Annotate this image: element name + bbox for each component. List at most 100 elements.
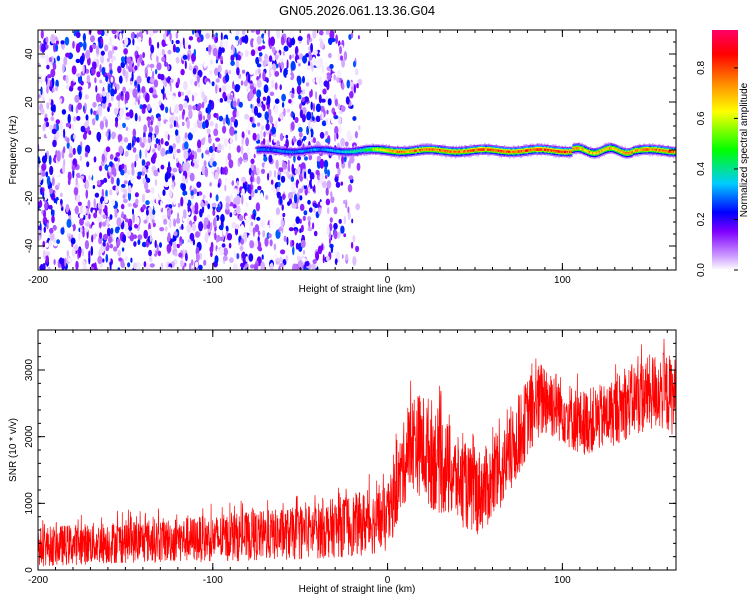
heatmap-cell bbox=[537, 149, 539, 151]
heatmap-cell bbox=[453, 153, 456, 155]
heatmap-cell bbox=[311, 78, 316, 84]
heatmap-cell bbox=[152, 70, 155, 80]
heatmap-cell bbox=[193, 151, 198, 160]
heatmap-cell bbox=[556, 146, 558, 148]
heatmap-cell bbox=[335, 251, 340, 260]
heatmap-cell bbox=[362, 153, 364, 155]
heatmap-cell bbox=[304, 152, 307, 154]
heatmap-cell bbox=[523, 149, 526, 151]
heatmap-cell bbox=[506, 151, 508, 154]
heatmap-cell bbox=[170, 103, 175, 114]
heatmap-cell bbox=[346, 130, 352, 140]
heatmap-cell bbox=[347, 206, 350, 214]
heatmap-cell bbox=[515, 151, 517, 154]
heatmap-cell bbox=[281, 146, 284, 148]
heatmap-cell bbox=[536, 147, 538, 149]
heatmap-cell bbox=[273, 138, 277, 143]
heatmap-cell bbox=[496, 148, 499, 150]
heatmap-cell bbox=[399, 153, 401, 155]
heatmap-cell bbox=[347, 184, 353, 193]
heatmap-cell bbox=[68, 235, 71, 242]
heatmap-cell bbox=[559, 154, 561, 156]
heatmap-cell bbox=[383, 147, 385, 149]
heatmap-cell bbox=[340, 150, 342, 152]
heatmap-cell bbox=[536, 153, 538, 155]
heatmap-cell bbox=[427, 148, 429, 150]
heatmap-cell bbox=[489, 149, 491, 152]
heatmap-cell bbox=[408, 150, 410, 152]
heatmap-cell bbox=[444, 148, 446, 150]
heatmap-cell bbox=[401, 146, 403, 149]
heatmap-cell bbox=[220, 32, 223, 41]
heatmap-cell bbox=[72, 40, 75, 49]
heatmap-cell bbox=[95, 114, 99, 121]
heatmap-cell bbox=[388, 145, 390, 148]
heatmap-cell bbox=[568, 149, 570, 151]
heatmap-cell bbox=[318, 149, 320, 151]
heatmap-cell bbox=[333, 222, 338, 230]
heatmap-cell bbox=[401, 148, 403, 150]
heatmap-cell bbox=[447, 148, 449, 151]
heatmap-cell bbox=[509, 155, 511, 158]
heatmap-cell bbox=[38, 190, 41, 196]
heatmap-cell bbox=[563, 148, 566, 150]
heatmap-cell bbox=[397, 149, 399, 151]
heatmap-cell bbox=[71, 164, 76, 171]
heatmap-cell bbox=[358, 151, 360, 153]
heatmap-cell bbox=[563, 152, 566, 154]
heatmap-cell bbox=[80, 226, 83, 234]
heatmap-cell bbox=[270, 151, 272, 153]
heatmap-cell bbox=[261, 144, 264, 146]
heatmap-cell bbox=[563, 154, 566, 156]
heatmap-cell bbox=[253, 83, 257, 89]
heatmap-cell bbox=[575, 145, 577, 148]
heatmap-cell bbox=[272, 55, 276, 62]
heatmap-cell bbox=[449, 147, 451, 150]
heatmap-cell bbox=[452, 145, 454, 147]
heatmap-cell bbox=[259, 192, 264, 202]
heatmap-cell bbox=[510, 148, 512, 150]
heatmap-cell bbox=[71, 247, 76, 257]
heatmap-cell bbox=[127, 218, 133, 229]
heatmap-cell bbox=[313, 146, 315, 148]
heatmap-cell bbox=[218, 224, 224, 231]
heatmap-cell bbox=[314, 152, 316, 154]
heatmap-cell bbox=[590, 155, 592, 157]
heatmap-cell bbox=[319, 150, 321, 153]
heatmap-cell bbox=[585, 149, 588, 152]
heatmap-cell bbox=[417, 146, 419, 148]
heatmap-cell bbox=[279, 153, 281, 155]
heatmap-cell bbox=[315, 251, 320, 261]
heatmap-cell bbox=[477, 155, 480, 157]
heatmap-cell bbox=[120, 183, 126, 188]
heatmap-cell bbox=[471, 151, 473, 154]
heatmap-cell bbox=[56, 108, 62, 116]
heatmap-cell bbox=[142, 136, 147, 143]
heatmap-cell bbox=[259, 151, 261, 153]
heatmap-cell bbox=[333, 153, 335, 155]
heatmap-cell bbox=[148, 193, 154, 201]
heatmap-cell bbox=[514, 151, 516, 154]
heatmap-cell bbox=[529, 145, 531, 147]
heatmap-cell bbox=[430, 148, 432, 150]
heatmap-cell bbox=[499, 149, 502, 152]
heatmap-cell bbox=[566, 152, 569, 154]
heatmap-cell bbox=[425, 148, 427, 150]
heatmap-cell bbox=[196, 147, 202, 153]
heatmap-cell bbox=[338, 148, 340, 151]
heatmap-cell bbox=[454, 153, 457, 155]
heatmap-cell bbox=[549, 147, 551, 150]
heatmap-cell bbox=[94, 192, 100, 198]
heatmap-cell bbox=[542, 151, 545, 153]
heatmap-cell bbox=[228, 242, 232, 249]
heatmap-cell bbox=[541, 152, 544, 154]
heatmap-cell bbox=[391, 147, 394, 149]
heatmap-cell bbox=[277, 153, 279, 155]
heatmap-cell bbox=[368, 147, 371, 149]
heatmap-cell bbox=[246, 119, 251, 125]
heatmap-cell bbox=[304, 171, 307, 180]
heatmap-cell bbox=[574, 146, 576, 148]
heatmap-cell bbox=[445, 149, 447, 152]
heatmap-cell bbox=[522, 145, 525, 148]
heatmap-cell bbox=[457, 154, 460, 156]
